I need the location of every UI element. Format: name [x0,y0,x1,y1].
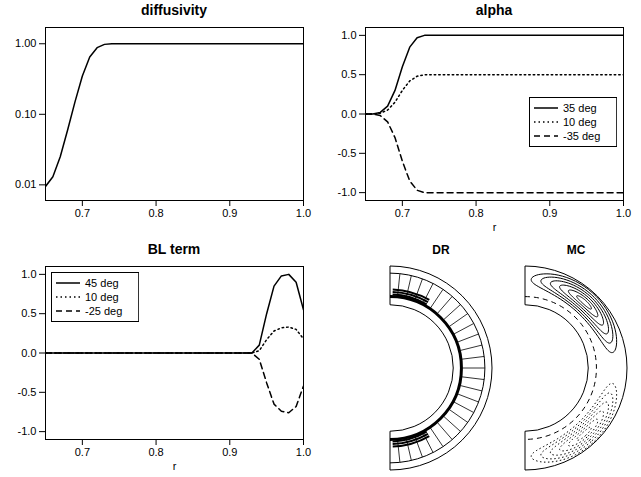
svg-text:-1.0: -1.0 [338,186,357,198]
html-text:alpha: alpha [475,2,513,18]
svg-text:0.8: 0.8 [468,207,483,219]
svg-text:-0.5: -0.5 [18,386,37,398]
svg-text:1.0: 1.0 [616,207,631,219]
svg-text:0.0: 0.0 [341,108,356,120]
svg-text:0.5: 0.5 [341,68,356,80]
svg-text:r: r [173,460,177,472]
svg-text:0.7: 0.7 [75,207,90,219]
svg-text:0.7: 0.7 [75,446,90,458]
svg-text:0.0: 0.0 [21,347,36,359]
svg-text:0.9: 0.9 [222,207,237,219]
svg-text:1.0: 1.0 [296,446,311,458]
svg-text:-25 deg: -25 deg [85,305,122,317]
svg-text:0.8: 0.8 [148,207,163,219]
svg-text:0.7: 0.7 [395,207,410,219]
svg-text:0.9: 0.9 [222,446,237,458]
svg-text:35 deg: 35 deg [563,102,597,114]
svg-text:1.00: 1.00 [15,37,36,49]
svg-text:1.0: 1.0 [341,29,356,41]
html-text:BL term: BL term [147,241,201,257]
html-text:diffusivity: diffusivity [140,2,208,18]
svg-text:0.10: 0.10 [15,108,36,120]
svg-text:45 deg: 45 deg [85,277,119,289]
svg-text:-1.0: -1.0 [18,425,37,437]
svg-text:-35 deg: -35 deg [563,130,600,142]
svg-text:10 deg: 10 deg [563,116,597,128]
svg-text:0.5: 0.5 [21,307,36,319]
svg-text:0.9: 0.9 [542,207,557,219]
svg-text:DR: DR [432,243,450,257]
svg-text:r: r [493,221,497,233]
svg-text:1.0: 1.0 [296,207,311,219]
svg-text:0.8: 0.8 [148,446,163,458]
svg-text:10 deg: 10 deg [85,291,119,303]
svg-text:1.0: 1.0 [21,268,36,280]
svg-text:0.01: 0.01 [15,178,36,190]
svg-text:MC: MC [567,243,586,257]
svg-text:-0.5: -0.5 [338,147,357,159]
